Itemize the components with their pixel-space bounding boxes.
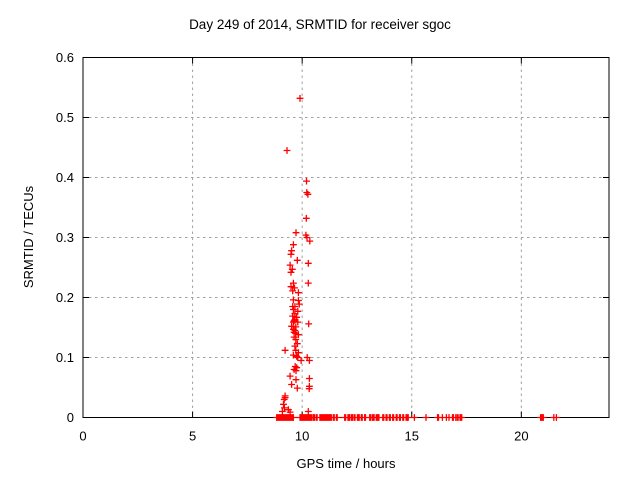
y-tick-label: 0.3 bbox=[56, 230, 74, 245]
x-tick-label: 5 bbox=[189, 429, 196, 444]
gridlines bbox=[83, 57, 609, 418]
x-tick-label: 20 bbox=[514, 429, 528, 444]
y-tick-label: 0.2 bbox=[56, 290, 74, 305]
y-axis-label: SRMTID / TECUs bbox=[21, 185, 36, 288]
x-axis-label: GPS time / hours bbox=[297, 456, 396, 471]
x-tick-label: 10 bbox=[295, 429, 309, 444]
tick-labels: 0 5 10 15 20 0 0.1 0.2 0.3 0.4 0.5 0.6 bbox=[56, 50, 529, 444]
y-tick-label: 0.5 bbox=[56, 110, 74, 125]
y-tick-label: 0.1 bbox=[56, 350, 74, 365]
x-tick-label: 15 bbox=[405, 429, 419, 444]
y-tick-label: 0.4 bbox=[56, 170, 74, 185]
x-tick-label: 0 bbox=[79, 429, 86, 444]
scatter-plus-markers bbox=[273, 94, 560, 421]
data-points bbox=[273, 94, 560, 421]
y-tick-label: 0 bbox=[67, 410, 74, 425]
chart-title: Day 249 of 2014, SRMTID for receiver sgo… bbox=[189, 17, 451, 32]
y-tick-label: 0.6 bbox=[56, 50, 74, 65]
